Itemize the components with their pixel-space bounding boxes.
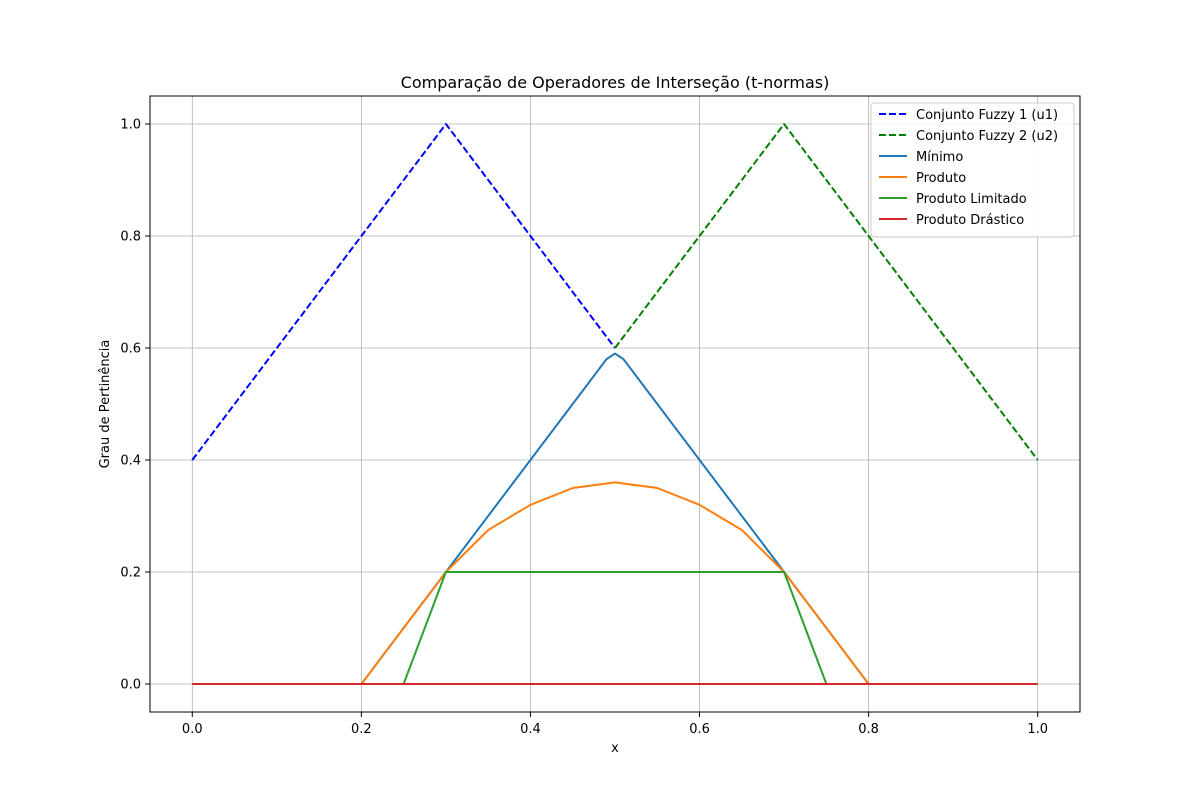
x-tick-label: 0.0 xyxy=(182,722,203,737)
x-tick-label: 0.6 xyxy=(689,722,710,737)
series-line-produto xyxy=(192,481,1038,685)
y-tick-label: 0.0 xyxy=(120,678,141,693)
y-tick-label: 0.4 xyxy=(120,454,141,469)
legend-box xyxy=(870,102,1075,238)
y-tick-label: 1.0 xyxy=(120,118,141,133)
y-axis-label: Grau de Pertinência xyxy=(98,340,113,469)
y-tick-label: 0.6 xyxy=(120,342,141,357)
legend-label-conjunto-fuzzy-1-u1: Conjunto Fuzzy 1 (u1) xyxy=(916,108,1058,123)
ticks-layer: 0.0 0.2 0.4 0.6 0.8 1.0 0.0 0.2 0.4 0.6 0.8 1.0 xyxy=(120,118,1048,738)
x-tick-label: 0.2 xyxy=(351,722,372,737)
legend-label-produto-limitado: Produto Limitado xyxy=(916,192,1027,207)
legend-label-conjunto-fuzzy-2-u2: Conjunto Fuzzy 2 (u2) xyxy=(916,129,1058,144)
x-tick-label: 0.8 xyxy=(858,722,879,737)
plot-frame xyxy=(149,95,1081,713)
legend: Conjunto Fuzzy 1 (u1) Conjunto Fuzzy 2 (u… xyxy=(870,102,1075,238)
x-tick-label: 1.0 xyxy=(1027,722,1048,737)
x-axis-label: x xyxy=(611,741,619,756)
chart-title: Comparação de Operadores de Interseção (… xyxy=(401,73,830,92)
legend-label-produto-drastico: Produto Drástico xyxy=(916,213,1024,228)
series-line-conjunto-fuzzy-2-u2 xyxy=(614,123,1039,461)
x-tick-label: 0.4 xyxy=(520,722,541,737)
y-tick-label: 0.8 xyxy=(120,230,141,245)
legend-label-minimo: Mínimo xyxy=(916,150,963,165)
legend-label-produto: Produto xyxy=(916,171,966,186)
series-layer xyxy=(191,123,1039,685)
y-tick-label: 0.2 xyxy=(120,566,141,581)
